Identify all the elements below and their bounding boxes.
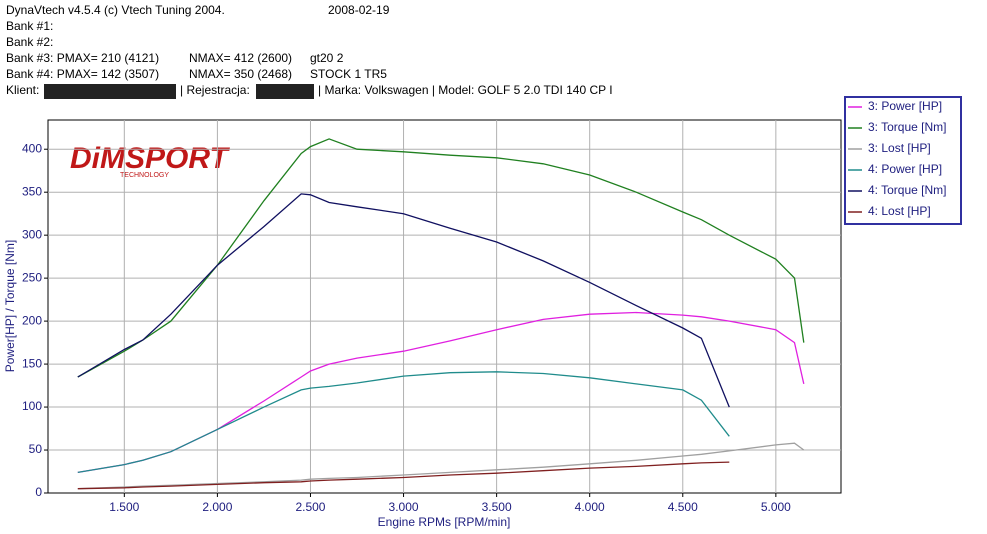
x-tick-label: 5.000 <box>761 500 791 514</box>
bank: Bank #2: <box>6 35 53 49</box>
y-tick-label: 400 <box>22 141 42 155</box>
y-tick-label: 300 <box>22 227 42 241</box>
y-tick-label: 200 <box>22 313 42 327</box>
axes: 0 50 100 150 200 250 300 350 400 1.500 2.000 2.500 3… <box>22 120 841 514</box>
bank: STOCK 1 TR5 <box>310 67 387 81</box>
bank: NMAX= 350 (2468) <box>189 67 292 81</box>
legend <box>844 96 962 225</box>
y-tick-label: 250 <box>22 270 42 284</box>
client: Klient: <box>6 83 39 97</box>
y-axis-label: Power[HP] / Torque [Nm] <box>3 240 17 373</box>
series-line <box>77 442 805 490</box>
plot-area <box>47 119 842 494</box>
x-tick-label: 2.000 <box>202 500 232 514</box>
client: | Marka: Volkswagen | Model: GOLF 5 2.0 … <box>318 83 613 97</box>
x-tick-label: 1.500 <box>109 500 139 514</box>
legend-label: 3: Power [HP] <box>868 99 942 113</box>
legend-label: 3: Lost [HP] <box>868 141 931 155</box>
date: 2008-02-19 <box>328 3 390 17</box>
y-tick-label: 150 <box>22 356 42 370</box>
y-tick-label: 350 <box>22 184 42 198</box>
y-tick-label: 100 <box>22 399 42 413</box>
legend-label: 4: Torque [Nm] <box>868 183 946 197</box>
legend-label: 4: Power [HP] <box>868 162 942 176</box>
bank: Bank #3: PMAX= 210 (4121) <box>6 51 159 65</box>
bank: Bank #4: PMAX= 142 (3507) <box>6 67 159 81</box>
redacted <box>44 84 176 99</box>
program: DynaVtech v4.5.4 (c) Vtech Tuning 2004. <box>6 3 225 17</box>
x-tick-label: 3.000 <box>389 500 419 514</box>
series-line <box>77 371 730 474</box>
x-tick-label: 4.000 <box>575 500 605 514</box>
legend-label: 4: Lost [HP] <box>868 204 931 218</box>
y-tick-label: 0 <box>35 485 42 499</box>
logo: DiMSPORT <box>70 142 230 175</box>
series-line <box>77 193 730 408</box>
x-axis-label: Engine RPMs [RPM/min] <box>378 515 511 529</box>
x-tick-label: 3.500 <box>482 500 512 514</box>
redacted <box>256 84 314 99</box>
series-line <box>77 461 730 490</box>
series-line <box>77 138 805 378</box>
bank: gt20 2 <box>310 51 344 65</box>
client: | Rejestracja: <box>180 83 250 97</box>
bank: NMAX= 412 (2600) <box>189 51 292 65</box>
x-tick-label: 2.500 <box>295 500 325 514</box>
logo-sub: TECHNOLOGY <box>120 172 169 179</box>
x-tick-label: 4.500 <box>668 500 698 514</box>
bank: Bank #1: <box>6 19 53 33</box>
y-tick-label: 50 <box>29 442 43 456</box>
legend-label: 3: Torque [Nm] <box>868 120 946 134</box>
